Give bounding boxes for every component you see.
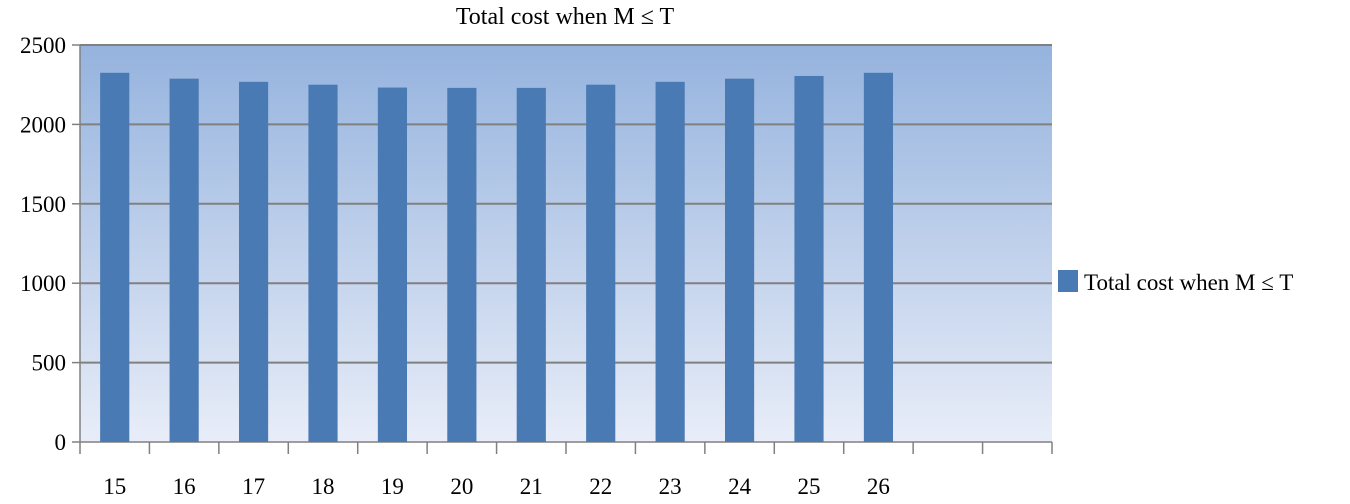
legend-label: Total cost when M ≤ T (1084, 270, 1293, 295)
bar (794, 75, 824, 442)
x-tick-label: 24 (728, 474, 752, 499)
x-tick-label: 26 (867, 474, 890, 499)
legend-swatch (1058, 270, 1078, 292)
bar (100, 72, 130, 442)
x-tick-label: 20 (450, 474, 473, 499)
y-tick-label: 2000 (20, 112, 66, 137)
x-tick-label: 23 (659, 474, 682, 499)
y-tick-label: 1000 (20, 271, 66, 296)
y-tick-label: 1500 (20, 192, 66, 217)
bar (586, 84, 616, 442)
x-tick-label: 16 (173, 474, 196, 499)
x-tick-label: 17 (242, 474, 265, 499)
plot-area (80, 45, 1052, 442)
chart-title: Total cost when M ≤ T (456, 4, 675, 30)
x-tick-label: 18 (312, 474, 335, 499)
bar (447, 87, 477, 442)
x-tick-label: 22 (589, 474, 612, 499)
y-tick-label: 2500 (20, 33, 66, 58)
x-tick-label: 25 (798, 474, 821, 499)
x-tick-label: 15 (103, 474, 126, 499)
bar (724, 78, 755, 443)
bar (377, 87, 408, 442)
x-tick-label: 19 (381, 474, 404, 499)
bar (516, 87, 546, 442)
y-tick-label: 0 (55, 430, 67, 455)
bar (308, 84, 338, 442)
bar (169, 78, 199, 443)
bar (238, 81, 269, 442)
x-tick-label: 21 (520, 474, 543, 499)
bar (863, 72, 894, 442)
y-tick-label: 500 (32, 351, 67, 376)
bar (655, 81, 685, 442)
